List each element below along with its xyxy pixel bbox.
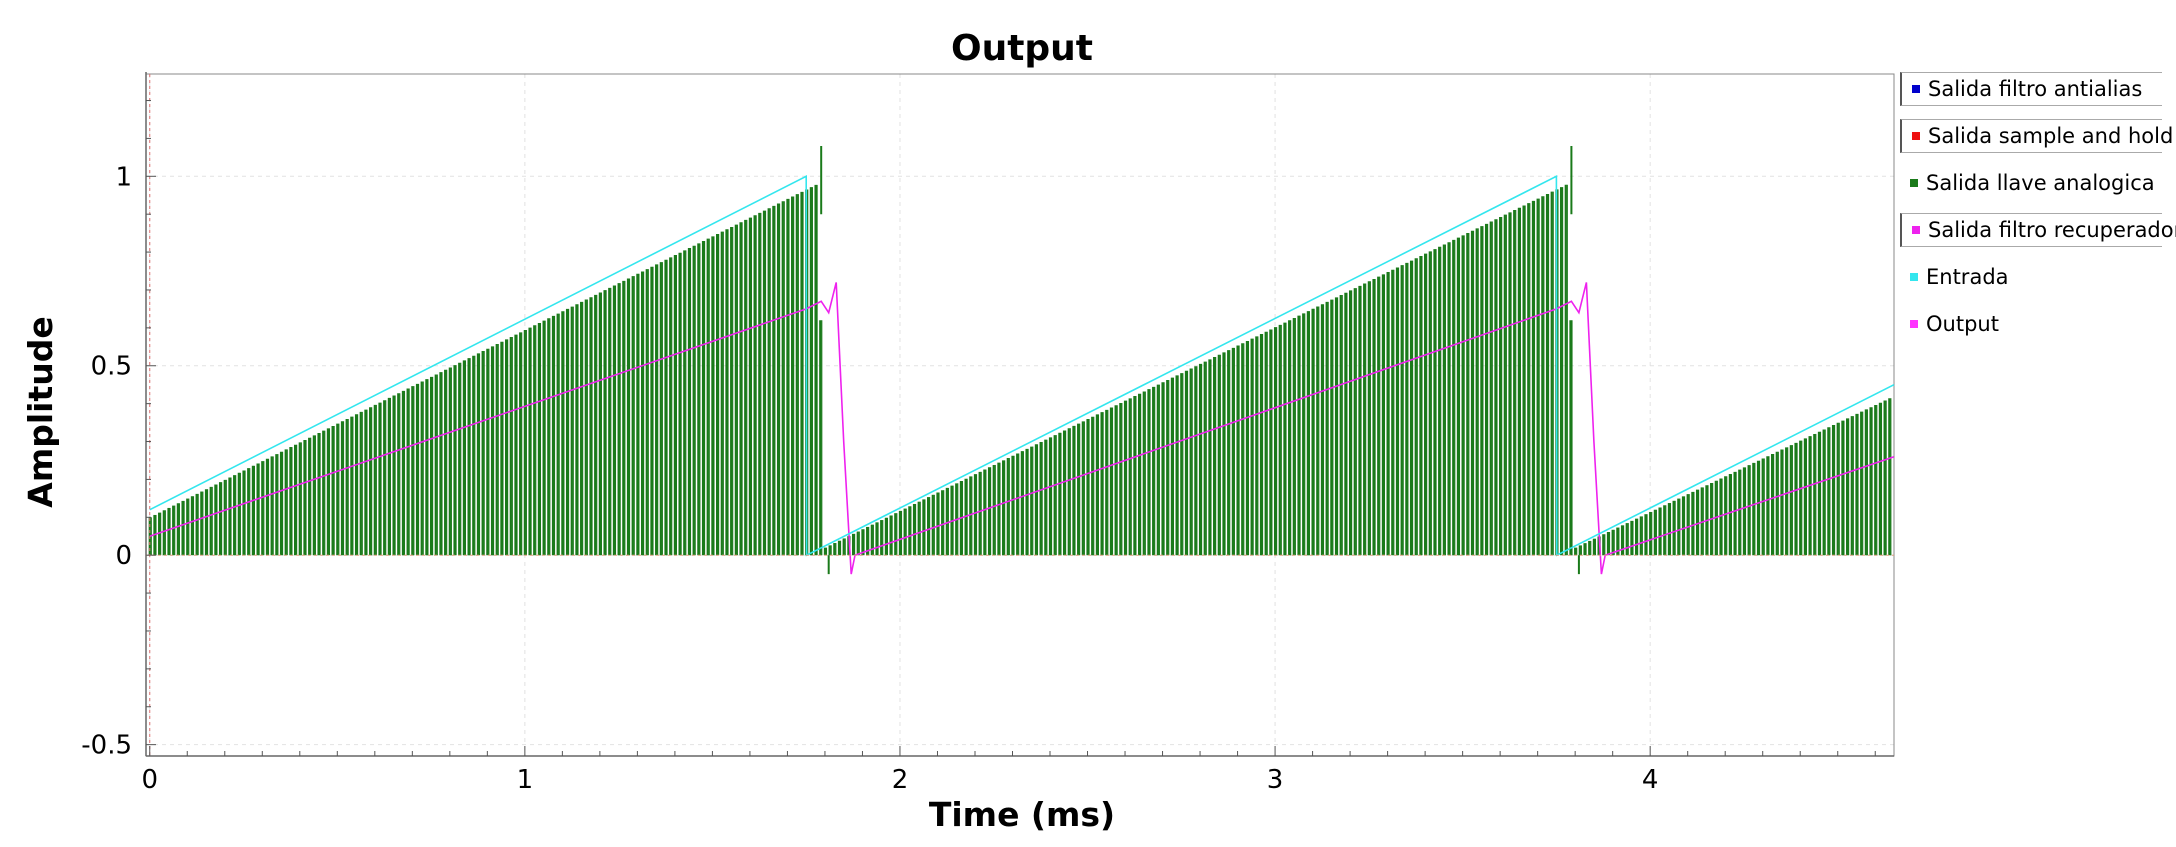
legend-swatch: [1910, 320, 1918, 328]
x-tick-label: 3: [1267, 765, 1284, 795]
y-tick-label: 0.5: [91, 352, 132, 382]
x-tick-label: 4: [1642, 765, 1659, 795]
legend-label: Salida llave analogica: [1926, 171, 2155, 195]
y-tick-label: 1: [115, 162, 132, 192]
x-tick-label: 1: [517, 765, 534, 795]
legend-label: Salida filtro antialias: [1928, 77, 2143, 101]
legend-item[interactable]: Output: [1900, 307, 2162, 341]
legend-swatch: [1912, 226, 1920, 234]
x-tick-label: 2: [892, 765, 909, 795]
x-tick-label: 0: [141, 765, 158, 795]
legend-label: Output: [1926, 312, 1999, 336]
series-salida-llave-analogica: [148, 145, 1892, 575]
legend-swatch: [1910, 273, 1918, 281]
y-tick-label: 0: [115, 541, 132, 571]
legend-item[interactable]: Salida sample and hold: [1900, 119, 2173, 153]
series-salida-filtro-recuperador: [149, 282, 1895, 575]
legend-label: Salida filtro recuperador: [1928, 218, 2176, 242]
legend-swatch: [1910, 179, 1918, 187]
series-entrada: [149, 174, 1895, 557]
series-layer: [148, 145, 1895, 575]
legend: Salida filtro antialias Salida sample and…: [1900, 72, 2176, 354]
legend-item[interactable]: Salida filtro recuperador: [1900, 213, 2176, 247]
series-line: [149, 174, 1895, 557]
y-tick-label: -0.5: [81, 731, 132, 761]
legend-label: Entrada: [1926, 265, 2009, 289]
x-axis-title: Time (ms): [929, 795, 1115, 834]
chart-title: Output: [951, 28, 1093, 69]
legend-item[interactable]: Salida llave analogica: [1900, 166, 2162, 200]
tick-labels: 0 1 2 3 4 -0.5 0 0.5 1: [81, 162, 1658, 795]
legend-item[interactable]: Salida filtro antialias: [1900, 72, 2162, 106]
y-axis-title: Amplitude: [21, 316, 60, 507]
series-line: [149, 282, 1895, 575]
axes: [145, 72, 1894, 757]
legend-item[interactable]: Entrada: [1900, 260, 2162, 294]
legend-swatch: [1912, 132, 1920, 140]
legend-swatch: [1912, 85, 1920, 93]
legend-label: Salida sample and hold: [1928, 124, 2174, 148]
